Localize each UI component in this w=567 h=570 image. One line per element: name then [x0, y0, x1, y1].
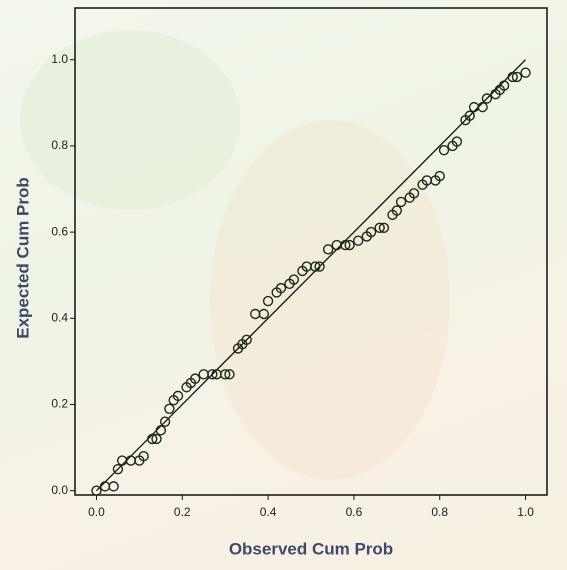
data-point: [340, 239, 351, 251]
data-point: [198, 369, 209, 380]
x-tick-label: 1.0: [517, 505, 534, 519]
data-point: [147, 433, 158, 445]
data-point: [116, 455, 128, 466]
y-tick-label: 0.2: [51, 397, 68, 411]
data-point: [151, 433, 162, 445]
data-point: [138, 451, 149, 462]
data-point: [112, 463, 124, 475]
data-point: [314, 261, 325, 272]
y-tick-label: 1.0: [51, 52, 68, 66]
y-tick-label: 0.4: [51, 310, 68, 324]
x-tick-label: 0.2: [174, 505, 191, 519]
data-point: [481, 93, 493, 104]
y-axis-title: Expected Cum Prob: [13, 177, 32, 339]
data-point: [468, 101, 480, 113]
data-point: [378, 222, 390, 233]
data-point: [310, 261, 321, 272]
data-point: [464, 110, 475, 121]
watermark: [210, 120, 450, 480]
data-point: [207, 369, 218, 380]
x-tick-label: 0.8: [431, 505, 448, 519]
data-point: [99, 481, 111, 492]
data-point: [511, 71, 523, 83]
data-point: [477, 101, 488, 113]
data-point: [275, 282, 287, 294]
data-point: [164, 403, 175, 415]
data-point: [365, 226, 377, 238]
x-tick-label: 0.0: [88, 505, 105, 519]
data-point: [288, 274, 300, 285]
x-tick-label: 0.4: [260, 505, 277, 519]
data-point: [344, 239, 355, 251]
y-tick-label: 0.6: [51, 224, 68, 238]
x-tick-label: 0.6: [346, 505, 363, 519]
data-point: [434, 170, 445, 182]
data-point: [498, 80, 510, 91]
data-point: [391, 205, 403, 216]
y-tick-label: 0.8: [51, 138, 68, 152]
data-point: [374, 222, 385, 233]
data-point: [395, 196, 407, 208]
data-point: [219, 369, 231, 380]
data-point: [241, 334, 252, 346]
data-point: [322, 244, 334, 255]
data-point: [408, 188, 420, 199]
data-point: [108, 481, 119, 492]
data-point: [451, 136, 463, 147]
data-point: [353, 235, 364, 246]
plot-frame: [74, 7, 548, 496]
data-point: [125, 455, 136, 466]
data-point: [520, 67, 531, 78]
data-point: [189, 373, 201, 384]
data-point: [262, 295, 274, 307]
y-tick-label: 0.0: [51, 483, 68, 497]
data-point: [507, 71, 518, 83]
data-point: [172, 390, 184, 402]
data-point: [224, 369, 235, 380]
data-point: [258, 308, 269, 320]
data-point: [91, 485, 102, 496]
data-point: [438, 145, 450, 156]
data-point: [155, 425, 167, 436]
data-point: [159, 416, 171, 427]
x-axis-title: Observed Cum Prob: [229, 539, 393, 558]
